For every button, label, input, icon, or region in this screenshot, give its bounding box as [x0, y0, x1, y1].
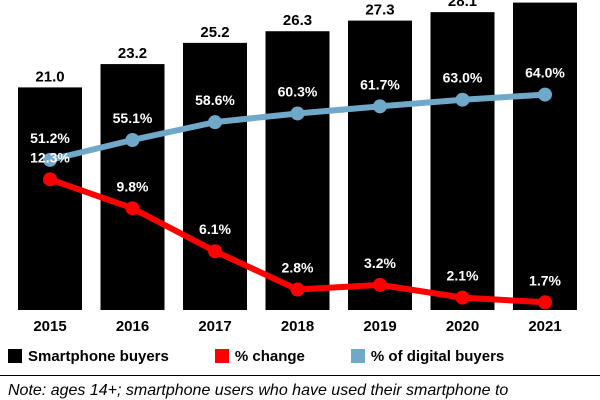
digital-share-label-2017: 58.6% — [195, 92, 235, 108]
change-line: 12.3% 9.8% 6.1% 2.8% 3.2% 2.1% 1.7% — [30, 149, 562, 310]
change-point-2016 — [125, 201, 140, 216]
bar-2019 — [348, 20, 412, 311]
legend-label-change: % change — [234, 347, 305, 365]
digital-share-point-2020 — [455, 92, 470, 107]
change-label-2020: 2.1% — [447, 268, 479, 284]
bar-label-2018: 26.3 — [283, 12, 312, 29]
legend-swatch-red — [214, 349, 229, 363]
bar-label-2020: 28.1 — [448, 0, 477, 10]
bar-2018 — [265, 31, 330, 310]
change-label-2017: 6.1% — [199, 221, 231, 237]
x-label-2021: 2021 — [528, 318, 561, 335]
change-point-2017 — [208, 244, 222, 259]
change-point-2018 — [290, 282, 305, 297]
legend-item-digital-buyers: % of digital buyers — [350, 347, 505, 365]
x-label-2016: 2016 — [116, 318, 149, 335]
digital-share-point-2018 — [290, 106, 305, 121]
legend-item-smartphone-buyers: Smartphone buyers — [8, 348, 169, 365]
x-label-2020: 2020 — [446, 318, 479, 335]
digital-share-line: 51.2% 55.1% 58.6% 60.3% 61.7% 63.0% 64.0% — [30, 65, 565, 167]
bar-label-2017: 25.2 — [200, 24, 229, 41]
digital-share-point-2015 — [43, 152, 57, 167]
digital-share-point-2019 — [373, 99, 387, 114]
x-label-2017: 2017 — [198, 318, 231, 335]
change-label-2016: 9.8% — [117, 178, 149, 194]
digital-share-point-2021 — [538, 87, 552, 102]
bar-2020 — [430, 12, 495, 310]
change-label-2018: 2.8% — [282, 260, 314, 276]
x-axis-labels: 2015 2016 2017 2018 2019 2020 2021 — [33, 318, 561, 335]
bar-label-2019: 27.3 — [365, 2, 394, 19]
x-label-2018: 2018 — [281, 318, 314, 335]
bar-value-labels: 21.0 23.2 25.2 26.3 27.3 28.1 — [35, 0, 477, 85]
bar-2017 — [183, 42, 247, 310]
change-label-2019: 3.2% — [364, 255, 396, 271]
x-label-2015: 2015 — [33, 318, 66, 335]
bar-2015 — [18, 87, 82, 311]
digital-share-point-2016 — [125, 132, 140, 147]
legend: Smartphone buyers % change % of digital … — [8, 344, 600, 368]
digital-share-point-2017 — [208, 115, 222, 130]
change-label-2021: 1.7% — [529, 272, 561, 288]
x-label-2019: 2019 — [363, 318, 396, 335]
change-label-2015: 12.3% — [30, 149, 70, 165]
bar-series — [18, 2, 577, 311]
legend-swatch-blue — [350, 349, 365, 363]
bar-label-2016: 23.2 — [118, 45, 147, 62]
footnote: Note: ages 14+; smartphone users who hav… — [8, 382, 509, 399]
change-point-2021 — [538, 295, 552, 310]
legend-item-change: % change — [214, 347, 305, 365]
change-point-2015 — [43, 172, 57, 187]
bar-label-2015: 21.0 — [35, 68, 64, 85]
legend-label-smartphone-buyers: Smartphone buyers — [28, 347, 169, 365]
digital-share-label-2016: 55.1% — [113, 110, 153, 126]
digital-share-label-2020: 63.0% — [443, 70, 483, 86]
digital-share-label-2018: 60.3% — [278, 83, 318, 99]
bar-2021 — [513, 2, 577, 310]
legend-label-digital-buyers: % of digital buyers — [370, 347, 505, 365]
bar-2016 — [100, 64, 165, 310]
digital-share-label-2021: 64.0% — [525, 65, 565, 81]
change-point-2020 — [455, 290, 470, 305]
chart-canvas: 21.0 23.2 25.2 26.3 27.3 28.1 51.2% 55.1% 58.6%… — [18, 0, 577, 335]
legend-swatch-black — [8, 349, 22, 363]
digital-share-label-2015: 51.2% — [30, 130, 70, 146]
digital-share-label-2019: 61.7% — [360, 76, 400, 92]
change-point-2019 — [373, 277, 387, 292]
divider — [0, 375, 600, 376]
